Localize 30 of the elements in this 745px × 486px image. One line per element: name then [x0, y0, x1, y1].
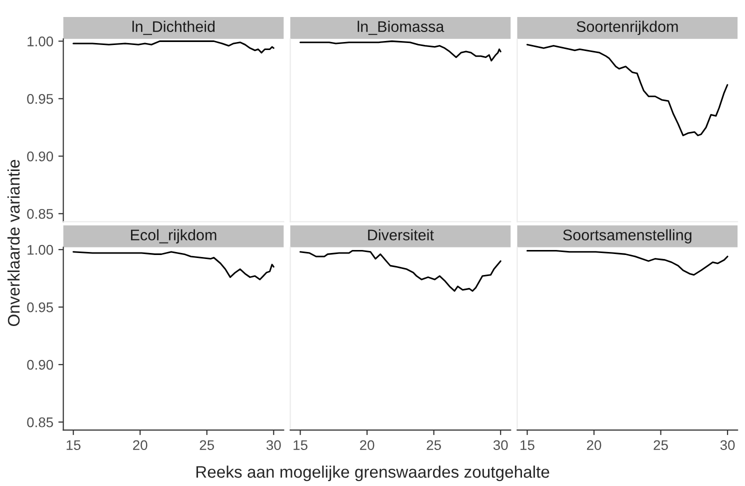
- chart-title: Soortenrijkdom: [576, 20, 678, 36]
- chart-title: Soortsamenstelling: [563, 229, 692, 244]
- y-tick-label: 0.90: [27, 151, 54, 162]
- y-tick-label: 1.00: [28, 244, 54, 255]
- y-tick-label: 1.00: [28, 36, 54, 46]
- chart-title: Ecol_rijkdom: [131, 229, 216, 244]
- line-series: [72, 251, 274, 280]
- x-tick-label: 30: [720, 440, 735, 450]
- x-tick-label: 30: [266, 440, 281, 450]
- chart-title: ln_Dichtheid: [132, 20, 215, 35]
- x-tick-label: 15: [66, 440, 80, 450]
- x-tick-label: 20: [586, 440, 602, 450]
- y-tick-label: 0.95: [27, 302, 54, 312]
- y-axis-title: Onverklaarde variantie: [7, 160, 20, 326]
- x-tick-label: 30: [493, 440, 508, 450]
- y-tick-label: 0.85: [27, 208, 54, 219]
- x-tick-label: 15: [294, 440, 308, 450]
- x-tick-label: 20: [360, 440, 374, 450]
- x-tick-label: 15: [520, 440, 534, 450]
- x-axis-title: Reeks aan mogelijke grenswaardes zoutgehalte: [196, 466, 550, 482]
- chart-title: ln_Biomassa: [358, 20, 444, 35]
- y-tick-label: 0.90: [27, 360, 54, 370]
- chart-title: Diversiteit: [368, 229, 434, 240]
- line-series: [72, 40, 274, 54]
- y-tick-label: 0.85: [27, 417, 54, 428]
- x-tick-label: 25: [200, 440, 214, 450]
- x-tick-label: 20: [133, 440, 148, 450]
- x-tick-label: 25: [426, 440, 441, 450]
- x-tick-label: 25: [654, 440, 668, 450]
- y-tick-label: 0.95: [27, 94, 54, 104]
